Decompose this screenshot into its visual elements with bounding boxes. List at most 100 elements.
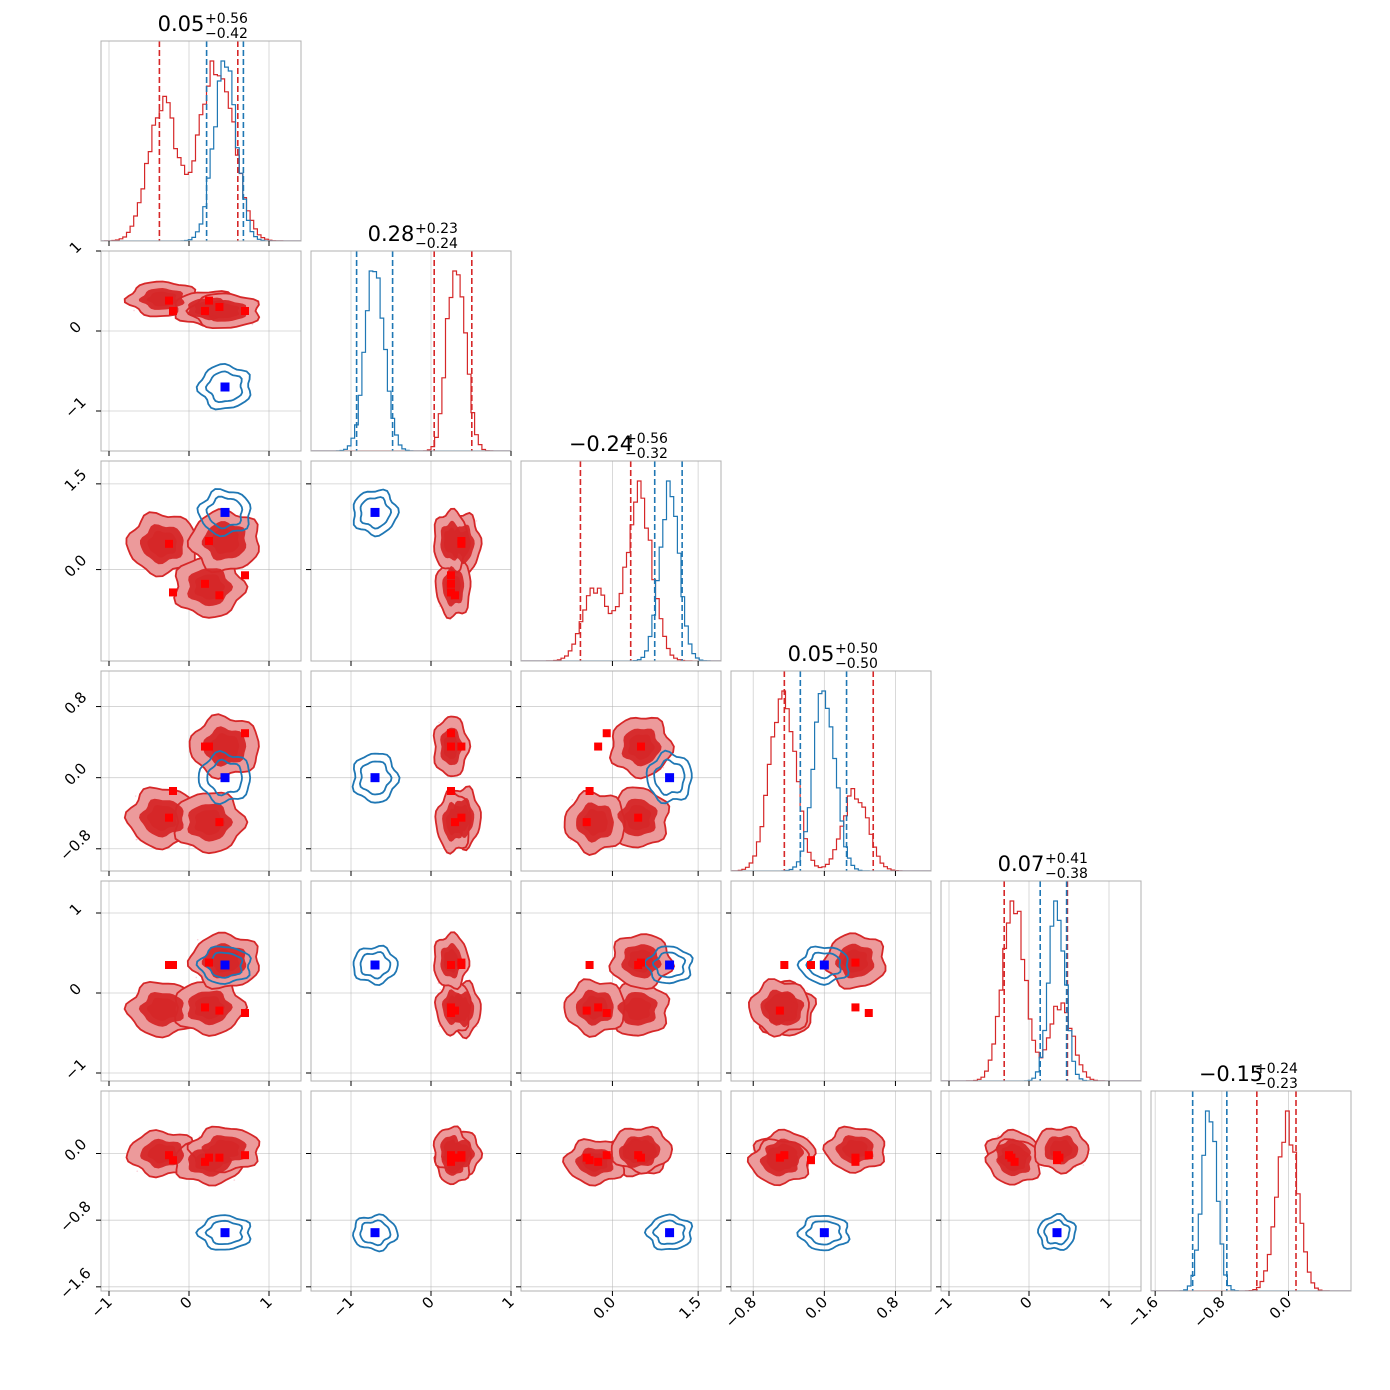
panel-frame [310, 460, 512, 662]
red-marker [201, 1003, 209, 1012]
param-title-minus-3: −0.50 [835, 656, 878, 672]
blue-marker [1052, 1228, 1062, 1238]
red-marker [169, 307, 177, 315]
red-marker [585, 787, 594, 795]
red-marker [451, 1006, 459, 1015]
blue-contour [195, 362, 252, 411]
panel-frame [520, 460, 722, 662]
blue-contour [204, 370, 244, 404]
param-title-plus-1: +0.23 [415, 221, 458, 237]
y-tick-label: 1 [66, 900, 85, 919]
panel-frame [730, 1090, 932, 1292]
red-marker [602, 1151, 611, 1160]
blue-contour [1037, 1212, 1077, 1251]
param-title-minus-2: −0.32 [625, 446, 668, 462]
red-marker [637, 742, 645, 751]
sample-point [135, 838, 138, 841]
histogram-blue [521, 480, 721, 661]
y-tick-label: −1 [61, 1055, 89, 1083]
histogram-red [731, 690, 931, 871]
contour-panel-5-3: −0.8 0.0 0.8 [722, 1090, 932, 1332]
contour-panel-5-0: −1 0 1 −1.6 −0.8 0.0 [56, 1090, 302, 1321]
sample-point [438, 1025, 441, 1027]
red-marker [1007, 1153, 1016, 1162]
histogram-blue [311, 270, 511, 451]
blue-contour [352, 944, 399, 987]
red-marker [457, 742, 466, 751]
red-marker [582, 1153, 591, 1162]
red-marker [582, 818, 591, 827]
red-contour [582, 809, 608, 836]
red-marker [807, 961, 815, 969]
histogram-blue [941, 900, 1141, 1081]
red-marker [205, 1153, 213, 1162]
sample-point [806, 989, 808, 992]
red-marker [451, 1153, 459, 1162]
contour-panel-5-2: 0.0 1.5 [516, 1090, 722, 1323]
red-marker [851, 1003, 860, 1012]
red-marker [864, 1151, 873, 1160]
red-marker [165, 296, 173, 305]
red-marker [447, 961, 455, 969]
blue-marker [370, 773, 380, 783]
red-contour [210, 733, 240, 760]
red-marker [851, 958, 860, 967]
param-title-minus-1: −0.24 [415, 236, 458, 252]
red-marker [205, 537, 213, 545]
red-marker [165, 813, 173, 822]
panel-frame [100, 670, 302, 872]
panel-frame [100, 460, 302, 662]
red-contour [624, 997, 652, 1021]
red-marker [451, 818, 459, 827]
sample-point [136, 1170, 139, 1173]
param-title-minus-5: −0.23 [1255, 1076, 1298, 1092]
param-title-1: 0.28 [368, 222, 415, 246]
x-tick-label: 0.0 [802, 1293, 832, 1323]
red-marker [594, 742, 603, 751]
x-tick-label: −1 [329, 1293, 357, 1321]
red-marker [637, 958, 645, 967]
blue-marker [819, 1228, 829, 1238]
red-marker [241, 729, 249, 738]
sample-point [251, 323, 254, 326]
x-tick-label: 0 [176, 1293, 195, 1312]
red-marker [169, 588, 177, 597]
sample-point [233, 1179, 236, 1181]
y-tick-label: 0.0 [61, 759, 91, 789]
sample-point [1082, 1164, 1085, 1166]
blue-contour [359, 951, 392, 980]
red-marker [447, 579, 455, 588]
panel-frame [520, 670, 722, 872]
y-tick-label: −0.8 [56, 826, 94, 864]
sample-point [438, 721, 440, 724]
red-marker [447, 787, 455, 795]
x-tick-label: −0.8 [1190, 1293, 1228, 1331]
sample-point [569, 839, 572, 842]
panel-frame [730, 670, 932, 872]
x-tick-label: −0.8 [722, 1293, 760, 1331]
param-title-5: −0.15 [1199, 1062, 1263, 1086]
blue-contour [205, 495, 244, 530]
red-marker [602, 729, 611, 738]
histogram-red [311, 270, 511, 451]
histogram-panel-5: −1.6 −0.8 0.0 −0.15+0.24−0.23 [1124, 1061, 1352, 1332]
contour-panel-1-0: −1 0 1 [61, 238, 302, 456]
histogram-blue [731, 690, 931, 871]
blue-contour [643, 1213, 694, 1251]
red-contour [444, 527, 459, 555]
blue-contour [652, 1219, 686, 1246]
y-tick-label: 0 [66, 980, 85, 999]
panel-frame [940, 1090, 1142, 1292]
sample-point [807, 1136, 809, 1139]
red-marker [201, 307, 209, 315]
red-contour [146, 805, 177, 831]
x-tick-label: −1.6 [1124, 1293, 1162, 1331]
blue-contour [196, 488, 252, 538]
param-title-minus-0: −0.42 [205, 26, 248, 42]
x-tick-label: 1 [498, 1293, 517, 1312]
red-marker [780, 1151, 789, 1160]
red-marker [241, 1151, 249, 1160]
x-tick-label: −1 [927, 1293, 955, 1321]
panel-frame [730, 880, 932, 1082]
red-marker [585, 961, 594, 969]
